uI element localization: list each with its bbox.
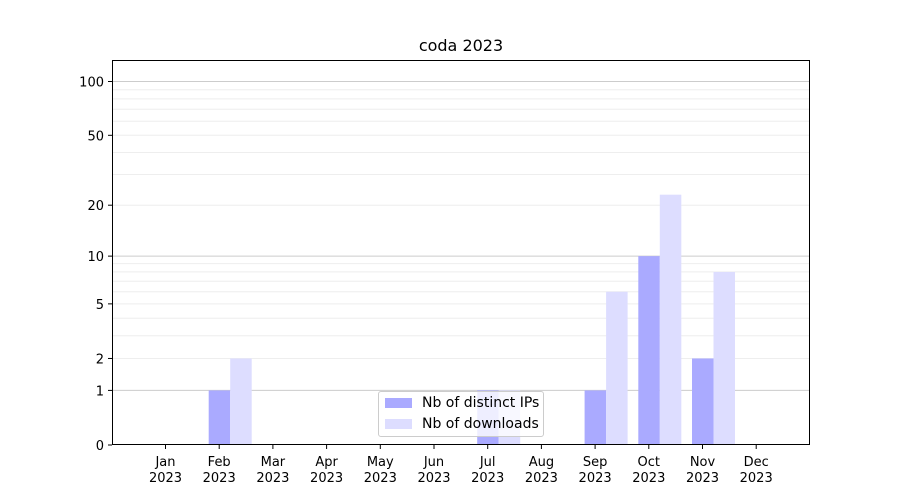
legend-item-ips: Nb of distinct IPs [385,395,539,411]
x-tick-label: 2023 [740,471,773,486]
legend-item-downloads: Nb of downloads [385,416,539,432]
x-tick-label: Oct [638,455,660,470]
x-tick-label: 2023 [256,471,289,486]
y-tick-label: 1 [96,384,104,399]
bar-downloads-nov [713,271,735,445]
bar-downloads-sep [606,291,628,445]
plot-frame [112,60,810,445]
bar-downloads-oct [659,194,682,445]
bar-ips-nov [692,358,714,445]
x-tick-label: 2023 [149,471,182,486]
bar-downloads-feb [230,358,252,445]
y-tick-label: 100 [79,75,104,90]
x-tick-label: 2023 [310,471,343,486]
x-tick-label: Feb [208,455,231,470]
x-tick-label: 2023 [471,471,504,486]
x-tick-label: Mar [261,455,286,470]
legend-swatch-ips [385,398,412,408]
legend-label-ips: Nb of distinct IPs [422,395,540,411]
x-tick-label: Nov [690,455,716,470]
axis-layer: 0125102050100Jan2023Feb2023Mar2023Apr202… [79,75,773,486]
legend: Nb of distinct IPs Nb of downloads [378,391,544,437]
bar-ips-oct [638,256,660,445]
x-tick-label: 2023 [364,471,397,486]
x-tick-label: May [367,455,394,470]
chart-title: coda 2023 [419,36,503,55]
legend-swatch-downloads [385,419,412,429]
x-tick-label: Dec [744,455,769,470]
x-tick-label: Jan [154,455,175,470]
x-tick-label: 2023 [686,471,719,486]
y-tick-label: 5 [96,298,104,313]
y-tick-label: 20 [87,199,104,214]
x-tick-label: 2023 [203,471,236,486]
x-tick-label: 2023 [632,471,665,486]
x-tick-label: Apr [315,455,338,470]
y-tick-label: 2 [96,352,104,367]
bar-ips-feb [208,390,231,445]
y-tick-label: 0 [96,439,104,454]
bar-ips-sep [584,390,607,445]
y-tick-label: 10 [87,250,104,265]
x-tick-label: 2023 [417,471,450,486]
legend-label-downloads: Nb of downloads [422,416,539,432]
x-tick-label: Sep [583,455,608,470]
x-tick-label: 2023 [579,471,612,486]
x-tick-label: 2023 [525,471,558,486]
grid-layer [112,80,810,391]
y-tick-label: 50 [87,129,104,144]
x-tick-label: Aug [529,455,554,470]
x-tick-label: Jun [423,455,444,470]
x-tick-label: Jul [479,455,496,470]
